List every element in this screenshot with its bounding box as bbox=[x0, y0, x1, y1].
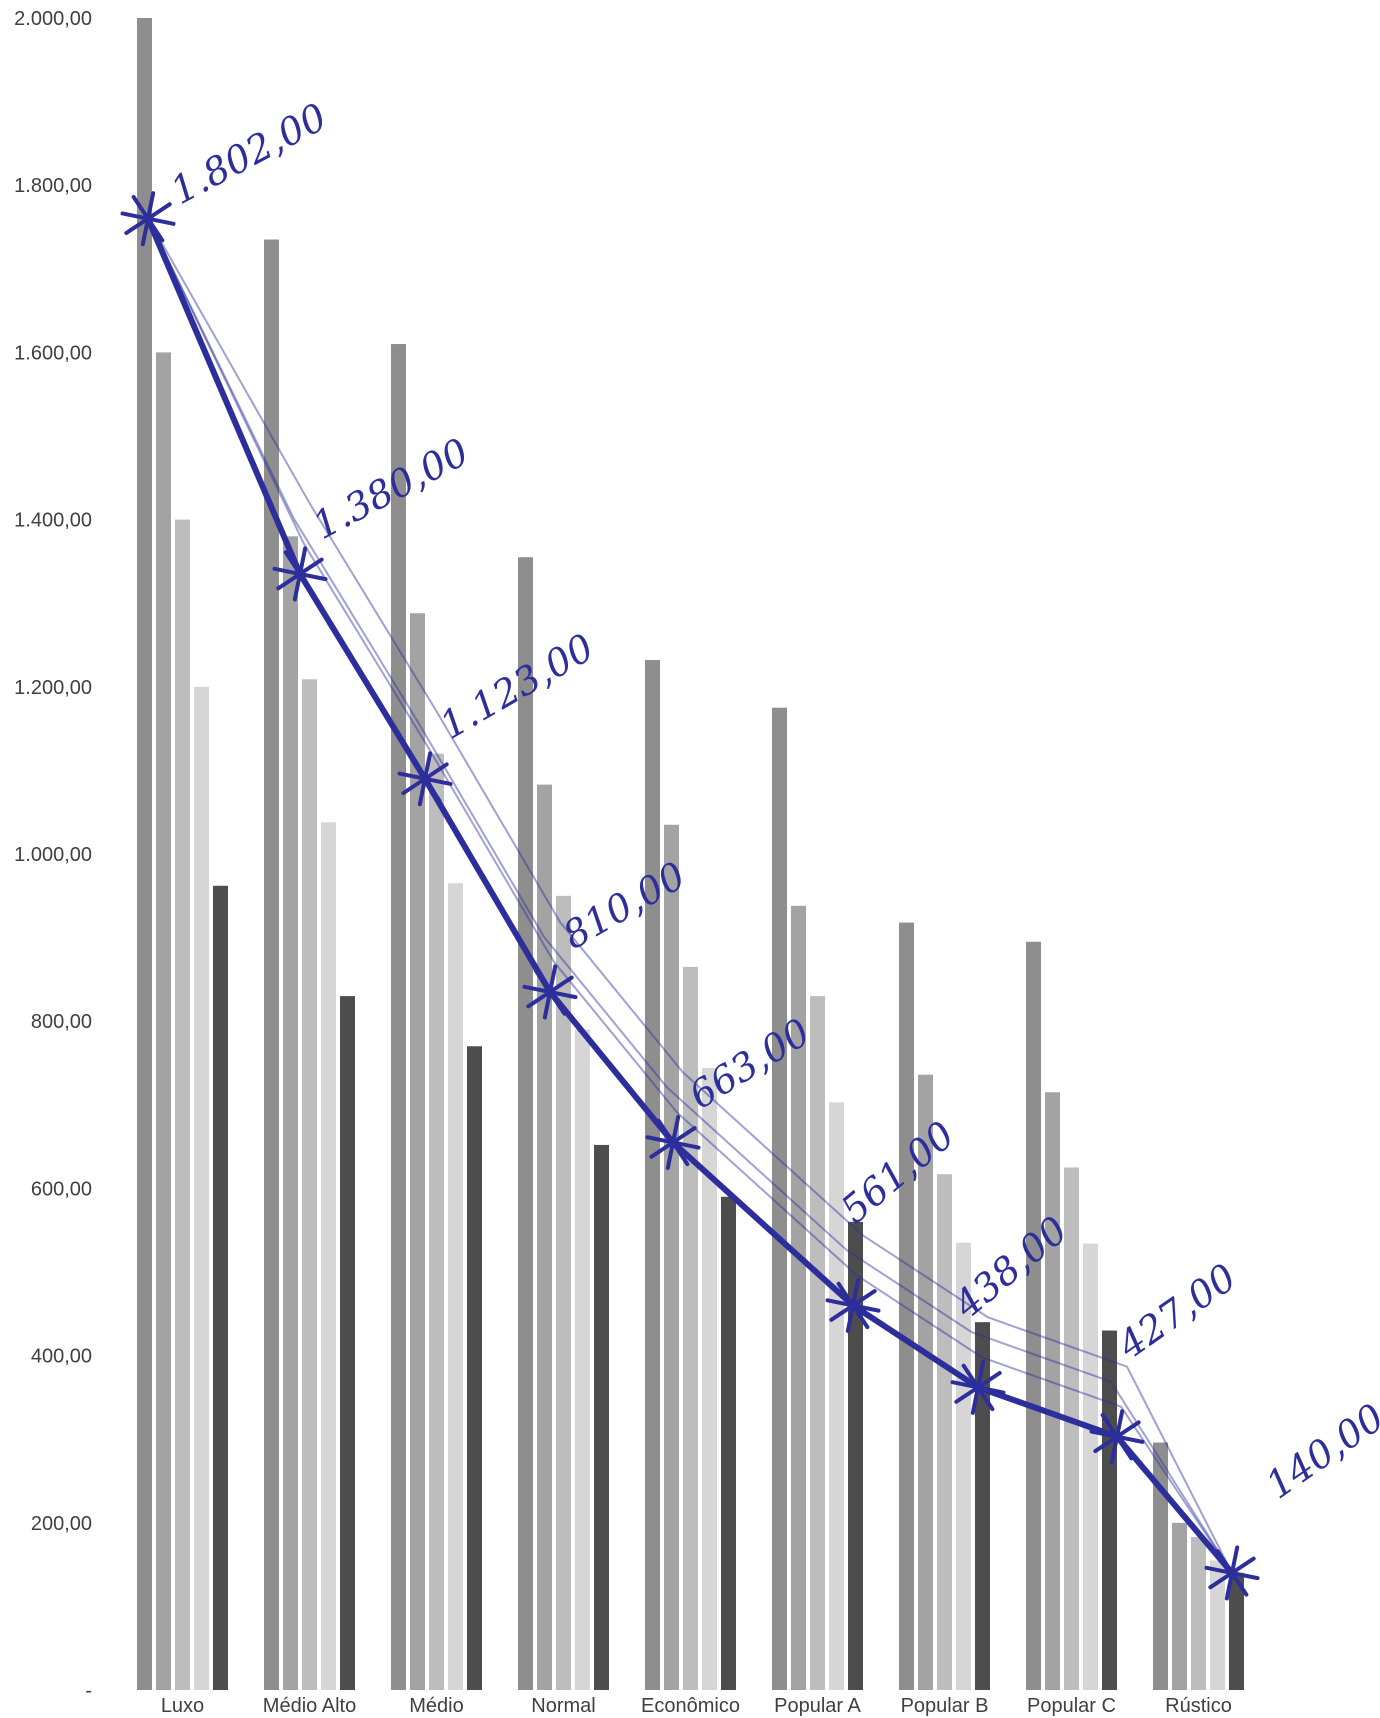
category-label: Luxo bbox=[161, 1695, 204, 1717]
line-point-marker bbox=[1204, 1545, 1260, 1601]
y-tick-label: 1.000,00 bbox=[14, 844, 92, 866]
y-tick-label: 200,00 bbox=[31, 1513, 92, 1535]
bar bbox=[829, 1102, 844, 1690]
y-tick-label: 600,00 bbox=[31, 1178, 92, 1200]
bar bbox=[556, 895, 571, 1690]
bar bbox=[1064, 1167, 1079, 1690]
bar bbox=[194, 686, 209, 1690]
bar bbox=[721, 1196, 736, 1690]
bar-group bbox=[264, 239, 355, 1690]
annotation-label: 1.802,00 bbox=[164, 95, 334, 213]
bar bbox=[899, 922, 914, 1690]
category-label: Rústico bbox=[1165, 1695, 1232, 1717]
line-point-marker bbox=[1089, 1409, 1145, 1465]
bar bbox=[264, 239, 279, 1690]
bar bbox=[1153, 1442, 1168, 1690]
bar bbox=[702, 1068, 717, 1690]
bar bbox=[1172, 1522, 1187, 1690]
line-point-marker bbox=[825, 1277, 881, 1333]
bar bbox=[1026, 941, 1041, 1690]
annotation-label: 1.123,00 bbox=[433, 625, 602, 748]
category-label: Médio Alto bbox=[263, 1695, 356, 1717]
annotation-label: 140,00 bbox=[1258, 1395, 1380, 1507]
y-tick-label: - bbox=[85, 1680, 92, 1702]
bar bbox=[410, 613, 425, 1691]
line-point-marker bbox=[645, 1114, 701, 1170]
bar bbox=[156, 352, 171, 1690]
bar-group bbox=[518, 557, 609, 1690]
bar bbox=[956, 1242, 971, 1690]
bar bbox=[1229, 1572, 1244, 1690]
bar-group bbox=[899, 922, 990, 1690]
bar bbox=[772, 707, 787, 1690]
bar-group bbox=[645, 660, 736, 1690]
annotation-label: 1.380,00 bbox=[306, 430, 476, 548]
bar bbox=[918, 1074, 933, 1690]
bar bbox=[537, 784, 552, 1690]
bar bbox=[1045, 1092, 1060, 1690]
bar bbox=[664, 824, 679, 1690]
line-point-marker bbox=[272, 546, 328, 602]
bar bbox=[340, 996, 355, 1690]
bar bbox=[448, 883, 463, 1690]
line-sketch-stroke bbox=[147, 218, 1233, 1574]
bar-groups bbox=[137, 18, 1244, 1691]
bar bbox=[429, 753, 444, 1690]
category-label: Normal bbox=[531, 1695, 595, 1717]
bar-group bbox=[391, 344, 482, 1691]
y-tick-label: 1.600,00 bbox=[14, 342, 92, 364]
bar bbox=[791, 905, 806, 1690]
bar bbox=[975, 1322, 990, 1690]
line-sketch-stroke bbox=[147, 218, 1233, 1574]
bar bbox=[937, 1174, 952, 1690]
annotation-label: 427,00 bbox=[1109, 1255, 1244, 1368]
line-sketch-stroke bbox=[147, 218, 1233, 1574]
line-point-marker bbox=[120, 191, 176, 247]
bar bbox=[1191, 1537, 1206, 1690]
bar bbox=[213, 885, 228, 1690]
y-tick-label: 1.200,00 bbox=[14, 677, 92, 699]
bar bbox=[391, 344, 406, 1690]
bar bbox=[518, 557, 533, 1690]
category-label: Popular A bbox=[774, 1695, 861, 1717]
y-tick-label: 800,00 bbox=[31, 1011, 92, 1033]
line-point-marker bbox=[950, 1359, 1006, 1415]
category-label: Econômico bbox=[641, 1695, 740, 1717]
bar bbox=[848, 1221, 863, 1690]
y-tick-label: 1.400,00 bbox=[14, 510, 92, 532]
bar bbox=[137, 18, 152, 1690]
bar bbox=[1210, 1560, 1225, 1690]
bar bbox=[810, 996, 825, 1690]
line-point-marker bbox=[522, 964, 578, 1020]
bar bbox=[283, 536, 298, 1690]
bar-group bbox=[137, 18, 228, 1690]
y-axis: 2.000,00 1.800,00 1.600,00 1.400,00 1.200,00… bbox=[14, 8, 92, 1702]
y-tick-label: 400,00 bbox=[31, 1346, 92, 1368]
bar bbox=[321, 822, 336, 1690]
bar bbox=[467, 1046, 482, 1690]
line-point-marker bbox=[397, 751, 453, 807]
bar bbox=[1102, 1330, 1117, 1690]
y-tick-label: 2.000,00 bbox=[14, 8, 92, 30]
hand-drawn-line bbox=[120, 191, 1260, 1601]
category-label: Médio bbox=[409, 1695, 463, 1717]
bar bbox=[302, 679, 317, 1690]
bar-group bbox=[1026, 941, 1117, 1690]
category-label: Popular B bbox=[901, 1695, 989, 1717]
bar-group bbox=[1153, 1442, 1244, 1690]
bar bbox=[1083, 1243, 1098, 1690]
bar bbox=[575, 1029, 590, 1690]
category-label: Popular C bbox=[1027, 1695, 1116, 1717]
y-tick-label: 1.800,00 bbox=[14, 175, 92, 197]
bar bbox=[645, 660, 660, 1690]
bar bbox=[594, 1144, 609, 1690]
bar bbox=[175, 519, 190, 1690]
bar-group bbox=[772, 707, 863, 1690]
x-axis: Luxo Médio Alto Médio Normal Econômico Popula… bbox=[161, 1695, 1232, 1717]
